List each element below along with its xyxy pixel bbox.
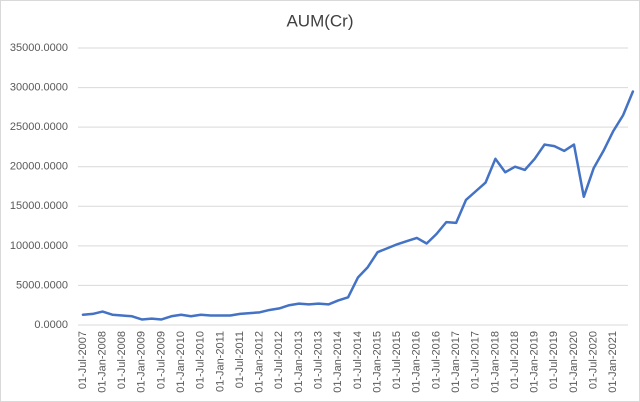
x-tick-label: 01-Jul-2008 [116,331,128,389]
chart-title: AUM(Cr) [286,11,353,30]
x-tick-label: 01-Jul-2015 [391,331,403,389]
x-tick-label: 01-Jul-2016 [430,331,442,389]
x-tick-label: 01-Jan-2017 [450,331,462,393]
x-tick-label: 01-Jan-2008 [96,331,108,393]
x-tick-label: 01-Jul-2011 [234,331,246,388]
x-tick-label: 01-Jul-2007 [77,331,89,389]
y-tick-label: 15000.0000 [10,200,68,212]
x-tick-label: 01-Jul-2018 [509,331,521,389]
y-tick-label: 10000.0000 [10,240,68,252]
y-tick-label: 5000.0000 [16,279,68,291]
x-tick-label: 01-Jan-2019 [529,331,541,393]
x-tick-label: 01-Jul-2010 [195,331,207,389]
data-line [81,90,635,321]
x-tick-label: 01-Jan-2014 [332,331,344,393]
y-tick-label: 30000.0000 [10,81,68,93]
y-tick-label: 0.0000 [34,319,68,331]
x-tick-label: 01-Jan-2015 [371,331,383,393]
x-tick-label: 01-Jan-2018 [489,331,501,393]
x-tick-label: 01-Jan-2010 [175,331,187,393]
y-tick-label: 20000.0000 [10,161,68,173]
x-tick-label: 01-Jan-2012 [254,331,266,393]
x-tick-label: 01-Jul-2020 [588,331,600,389]
x-tick-label: 01-Jul-2009 [155,331,167,389]
x-tick-label: 01-Jul-2013 [313,331,325,389]
x-tick-label: 01-Jan-2013 [293,331,305,393]
x-tick-label: 01-Jan-2021 [607,331,619,393]
x-tick-label: 01-Jan-2009 [136,331,148,393]
x-tick-label: 01-Jan-2016 [411,331,423,393]
x-tick-label: 01-Jul-2017 [470,331,482,389]
x-tick-label: 01-Jan-2020 [568,331,580,393]
x-tick-label: 01-Jul-2012 [273,331,285,389]
x-tick-label: 01-Jan-2011 [214,331,226,392]
y-tick-label: 25000.0000 [10,121,68,133]
y-tick-label: 35000.0000 [10,42,68,54]
x-tick-label: 01-Jul-2014 [352,331,364,389]
x-tick-label: 01-Jul-2019 [548,331,560,389]
